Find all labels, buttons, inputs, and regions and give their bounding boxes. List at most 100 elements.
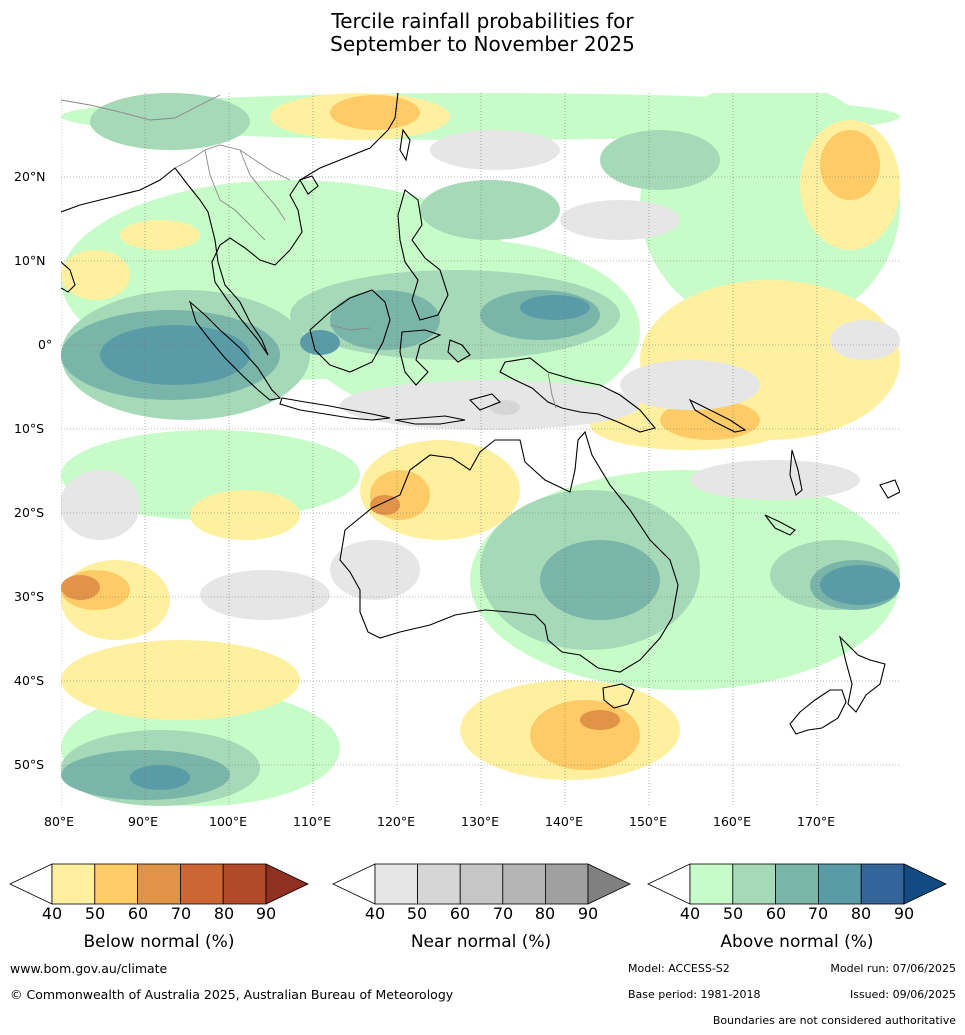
below-tick: 90 xyxy=(255,904,277,923)
below-probability-area xyxy=(660,400,760,440)
above-probability-area xyxy=(820,565,900,605)
below-tick: 60 xyxy=(127,904,149,923)
above-colorbar-segment xyxy=(775,863,819,905)
map-title: Tercile rainfall probabilities for Septe… xyxy=(0,10,965,56)
below-colorbar-segment xyxy=(51,863,96,905)
halmahera-coastline xyxy=(447,339,471,363)
near-colorbar-low-extension xyxy=(332,863,376,905)
philippines-coastline xyxy=(397,189,449,321)
above-colorbar-segment xyxy=(818,863,862,905)
footer-model-run: Model run: 07/06/2025 xyxy=(830,962,956,975)
lat-label-20s: 20°S xyxy=(14,505,45,520)
near-probability-area xyxy=(490,400,520,415)
borneo-coastline xyxy=(309,289,391,373)
colorbars xyxy=(9,863,947,905)
near-colorbar-segment xyxy=(545,863,589,905)
below-probability-area xyxy=(61,250,130,300)
lat-label-50s: 50°S xyxy=(14,757,45,772)
title-line-1: Tercile rainfall probabilities for xyxy=(331,9,634,33)
above-colorbar-segment xyxy=(732,863,776,905)
below-colorbar-high-extension xyxy=(265,863,309,905)
java-coastline xyxy=(279,397,391,421)
footer-copyright: © Commonwealth of Australia 2025, Austra… xyxy=(10,987,454,1002)
above-colorbar-high-extension xyxy=(903,863,947,905)
vanuatu-coastline xyxy=(789,449,803,496)
above-colorbar-segment xyxy=(689,863,734,905)
below-colorbar-segment xyxy=(94,863,139,905)
near-colorbar-segment xyxy=(374,863,418,905)
lon-label-170e: 170°E xyxy=(797,814,836,829)
lat-label-30s: 30°S xyxy=(14,589,45,604)
above-tick: 70 xyxy=(807,904,829,923)
near-probability-area xyxy=(330,540,420,600)
near-tick: 40 xyxy=(364,904,386,923)
below-colorbar-low-extension xyxy=(9,863,53,905)
above-probability-area xyxy=(600,130,720,190)
near-colorbar-segment xyxy=(459,863,504,905)
above-probability-area xyxy=(420,180,560,240)
lon-label-140e: 140°E xyxy=(545,814,584,829)
near-probability-area xyxy=(620,360,760,410)
below-probability-area xyxy=(120,220,200,250)
lat-label-40s: 40°S xyxy=(14,673,45,688)
near-normal-title: Near normal (%) xyxy=(410,932,552,952)
above-probability-area xyxy=(130,765,190,790)
lat-label-20n: 20°N xyxy=(14,169,46,184)
timor-coastline xyxy=(468,393,501,411)
above-colorbar-segment xyxy=(860,863,905,905)
footer-url: www.bom.gov.au/climate xyxy=(10,961,168,976)
near-tick: 80 xyxy=(534,904,556,923)
above-tick: 80 xyxy=(850,904,872,923)
below-probability-area xyxy=(580,710,620,730)
above-tick: 60 xyxy=(765,904,787,923)
below-probability-area xyxy=(61,640,300,720)
coastlines xyxy=(61,93,900,735)
lat-label-10s: 10°S xyxy=(14,421,45,436)
below-normal-title: Below normal (%) xyxy=(83,932,235,952)
above-tick: 90 xyxy=(893,904,915,923)
sulawesi-coastline xyxy=(399,329,442,386)
below-tick: 40 xyxy=(41,904,63,923)
map-area xyxy=(61,93,900,806)
footer-issued: Issued: 09/06/2025 xyxy=(849,988,956,1001)
below-probability-area xyxy=(330,95,420,130)
near-probability-area xyxy=(690,460,860,500)
new-guinea-coastline xyxy=(499,357,656,433)
below-probability-area xyxy=(530,700,640,770)
above-probability-area xyxy=(90,93,250,150)
near-tick: 90 xyxy=(577,904,599,923)
solomon-islands-coastline xyxy=(688,398,747,433)
footer-model: Model: ACCESS-S2 xyxy=(628,962,730,975)
lon-label-80e: 80°E xyxy=(44,814,75,829)
near-tick: 50 xyxy=(406,904,428,923)
nz-south-island xyxy=(789,689,847,735)
below-colorbar-segment xyxy=(222,863,267,905)
asia-mainland-coastline xyxy=(61,93,399,356)
lat-label-0: 0° xyxy=(38,337,53,352)
lon-label-100e: 100°E xyxy=(209,814,248,829)
below-probability-area xyxy=(820,130,880,200)
lesser-sunda-coastline xyxy=(394,415,466,425)
above-normal-title: Above normal (%) xyxy=(720,932,874,952)
sri-lanka-coastline xyxy=(61,261,76,293)
near-colorbar-segment xyxy=(417,863,461,905)
lon-label-130e: 130°E xyxy=(461,814,500,829)
above-probability-area xyxy=(520,295,590,320)
above-probability-area xyxy=(100,325,250,385)
below-colorbar-segment xyxy=(137,863,181,905)
sumatra-coastline xyxy=(188,300,282,401)
footer-disclaimer: Boundaries are not considered authoritat… xyxy=(712,1014,956,1027)
probability-fields xyxy=(61,93,900,806)
lon-label-120e: 120°E xyxy=(377,814,416,829)
above-probability-area xyxy=(330,290,440,350)
above-probability-area xyxy=(300,330,340,355)
near-probability-area xyxy=(560,200,680,240)
above-probability-area xyxy=(540,540,660,620)
lat-label-10n: 10°N xyxy=(14,253,46,268)
near-probability-area xyxy=(61,470,140,540)
footer-base-period: Base period: 1981-2018 xyxy=(628,988,761,1001)
graticule xyxy=(61,93,900,806)
lon-label-90e: 90°E xyxy=(128,814,159,829)
near-probability-area xyxy=(830,320,900,360)
